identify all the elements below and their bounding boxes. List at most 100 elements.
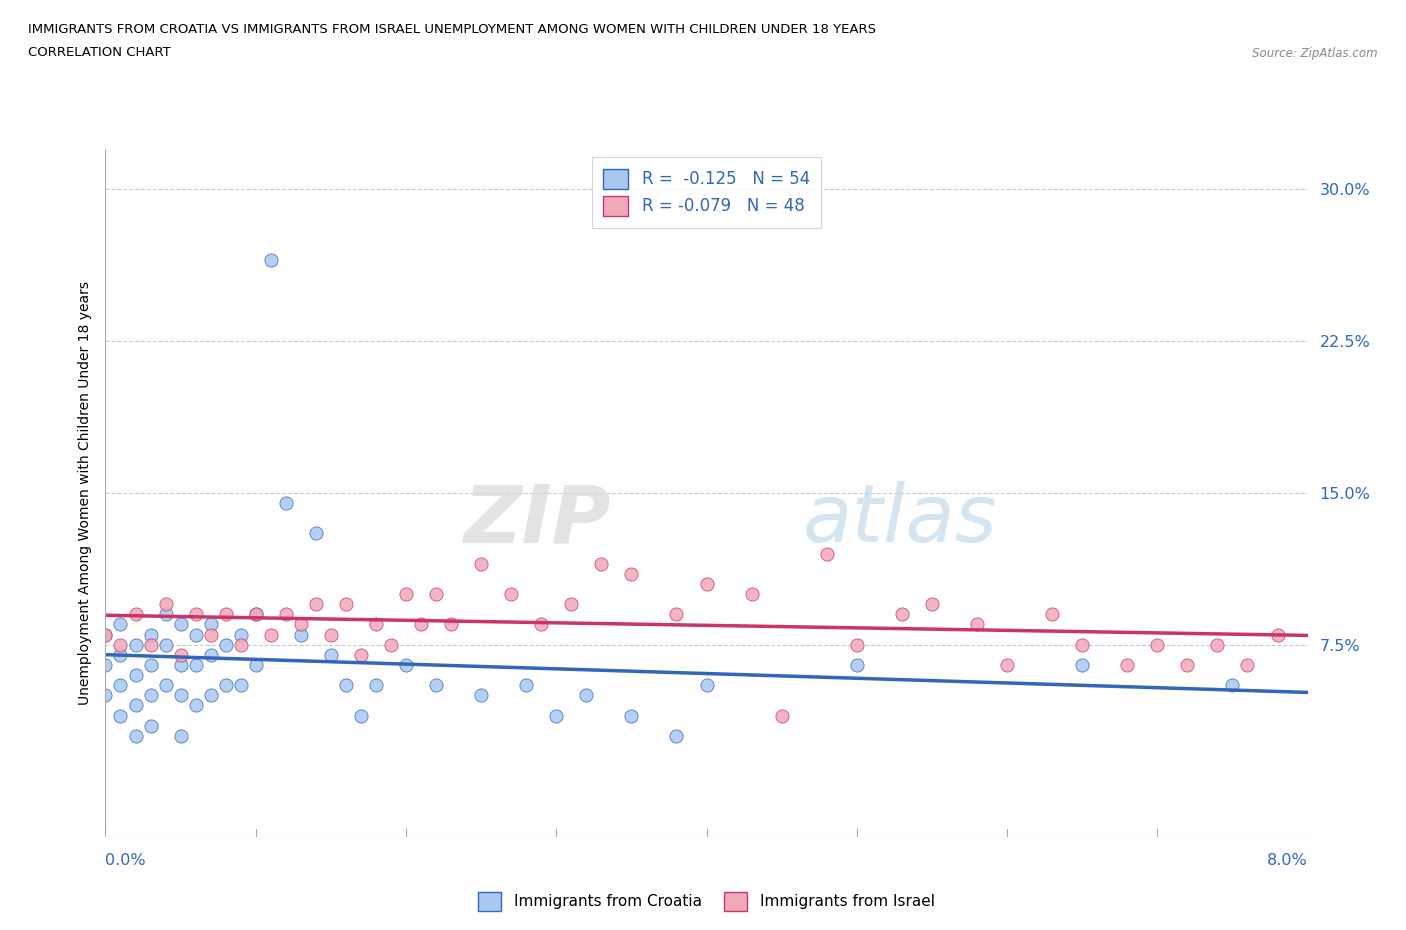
Point: [214, 678, 236, 693]
Point: [1071, 637, 1094, 652]
Point: [575, 688, 598, 703]
Text: atlas: atlas: [803, 482, 997, 560]
Point: [290, 627, 312, 642]
Point: [214, 607, 236, 622]
Point: [274, 607, 297, 622]
Point: [1040, 607, 1063, 622]
Point: [139, 718, 162, 733]
Point: [560, 597, 582, 612]
Point: [245, 607, 267, 622]
Point: [620, 566, 643, 581]
Point: [1175, 658, 1198, 672]
Point: [139, 688, 162, 703]
Point: [155, 637, 177, 652]
Point: [214, 637, 236, 652]
Point: [966, 617, 988, 631]
Point: [425, 678, 447, 693]
Point: [845, 637, 868, 652]
Point: [425, 587, 447, 602]
Point: [591, 556, 613, 571]
Point: [470, 556, 492, 571]
Text: 8.0%: 8.0%: [1267, 853, 1308, 868]
Point: [94, 658, 117, 672]
Point: [110, 708, 132, 723]
Point: [620, 708, 643, 723]
Point: [395, 587, 418, 602]
Point: [110, 678, 132, 693]
Point: [1071, 658, 1094, 672]
Point: [995, 658, 1018, 672]
Point: [124, 668, 146, 683]
Point: [110, 617, 132, 631]
Legend: Immigrants from Croatia, Immigrants from Israel: Immigrants from Croatia, Immigrants from…: [472, 886, 941, 917]
Point: [94, 627, 117, 642]
Text: ZIP: ZIP: [463, 482, 610, 560]
Point: [124, 728, 146, 743]
Point: [110, 637, 132, 652]
Point: [741, 587, 763, 602]
Point: [260, 253, 283, 268]
Point: [890, 607, 912, 622]
Point: [200, 617, 222, 631]
Point: [184, 658, 207, 672]
Text: CORRELATION CHART: CORRELATION CHART: [28, 46, 172, 60]
Point: [245, 658, 267, 672]
Point: [395, 658, 418, 672]
Point: [305, 597, 328, 612]
Point: [184, 607, 207, 622]
Point: [501, 587, 523, 602]
Point: [1146, 637, 1168, 652]
Point: [155, 678, 177, 693]
Point: [770, 708, 793, 723]
Text: Source: ZipAtlas.com: Source: ZipAtlas.com: [1253, 46, 1378, 60]
Point: [335, 597, 357, 612]
Point: [229, 627, 252, 642]
Point: [1116, 658, 1139, 672]
Point: [1222, 678, 1244, 693]
Point: [229, 637, 252, 652]
Point: [184, 698, 207, 713]
Point: [155, 607, 177, 622]
Point: [94, 688, 117, 703]
Point: [200, 647, 222, 662]
Point: [546, 708, 568, 723]
Point: [364, 678, 387, 693]
Point: [139, 637, 162, 652]
Point: [409, 617, 432, 631]
Point: [665, 728, 688, 743]
Point: [319, 627, 342, 642]
Point: [696, 577, 718, 591]
Point: [169, 728, 191, 743]
Point: [200, 688, 222, 703]
Point: [245, 607, 267, 622]
Point: [665, 607, 688, 622]
Point: [139, 627, 162, 642]
Point: [335, 678, 357, 693]
Point: [274, 496, 297, 511]
Point: [305, 526, 328, 541]
Point: [470, 688, 492, 703]
Point: [184, 627, 207, 642]
Point: [110, 647, 132, 662]
Point: [350, 647, 373, 662]
Point: [319, 647, 342, 662]
Point: [845, 658, 868, 672]
Point: [350, 708, 373, 723]
Point: [1236, 658, 1258, 672]
Point: [515, 678, 537, 693]
Point: [1267, 627, 1289, 642]
Point: [380, 637, 402, 652]
Point: [124, 637, 146, 652]
Point: [139, 658, 162, 672]
Point: [815, 546, 838, 561]
Point: [696, 678, 718, 693]
Point: [169, 647, 191, 662]
Point: [440, 617, 463, 631]
Point: [155, 597, 177, 612]
Point: [94, 627, 117, 642]
Point: [200, 627, 222, 642]
Point: [169, 688, 191, 703]
Point: [530, 617, 553, 631]
Text: IMMIGRANTS FROM CROATIA VS IMMIGRANTS FROM ISRAEL UNEMPLOYMENT AMONG WOMEN WITH : IMMIGRANTS FROM CROATIA VS IMMIGRANTS FR…: [28, 23, 876, 36]
Point: [364, 617, 387, 631]
